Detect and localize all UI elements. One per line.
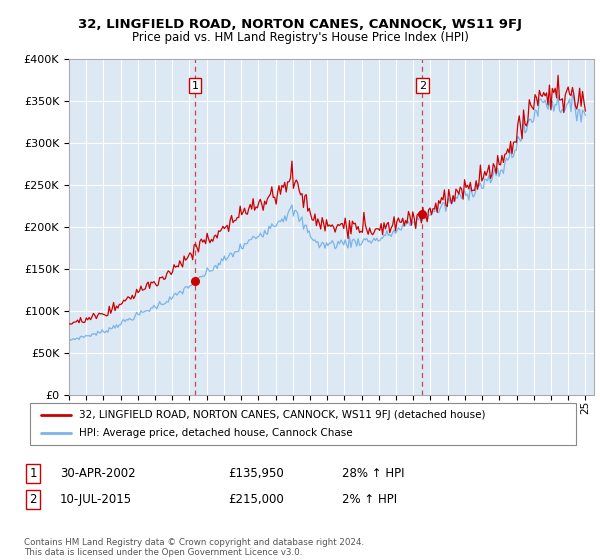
Text: 2% ↑ HPI: 2% ↑ HPI <box>342 493 397 506</box>
Text: 2: 2 <box>29 493 37 506</box>
Text: 28% ↑ HPI: 28% ↑ HPI <box>342 466 404 480</box>
Text: Contains HM Land Registry data © Crown copyright and database right 2024.
This d: Contains HM Land Registry data © Crown c… <box>24 538 364 557</box>
Text: £215,000: £215,000 <box>228 493 284 506</box>
Text: 10-JUL-2015: 10-JUL-2015 <box>60 493 132 506</box>
Text: 1: 1 <box>29 466 37 480</box>
Text: 2: 2 <box>419 81 426 91</box>
Text: 30-APR-2002: 30-APR-2002 <box>60 466 136 480</box>
Text: 32, LINGFIELD ROAD, NORTON CANES, CANNOCK, WS11 9FJ: 32, LINGFIELD ROAD, NORTON CANES, CANNOC… <box>78 18 522 31</box>
Text: £135,950: £135,950 <box>228 466 284 480</box>
Text: HPI: Average price, detached house, Cannock Chase: HPI: Average price, detached house, Cann… <box>79 428 353 438</box>
Text: Price paid vs. HM Land Registry's House Price Index (HPI): Price paid vs. HM Land Registry's House … <box>131 31 469 44</box>
Text: 32, LINGFIELD ROAD, NORTON CANES, CANNOCK, WS11 9FJ (detached house): 32, LINGFIELD ROAD, NORTON CANES, CANNOC… <box>79 410 485 420</box>
Text: 1: 1 <box>191 81 199 91</box>
